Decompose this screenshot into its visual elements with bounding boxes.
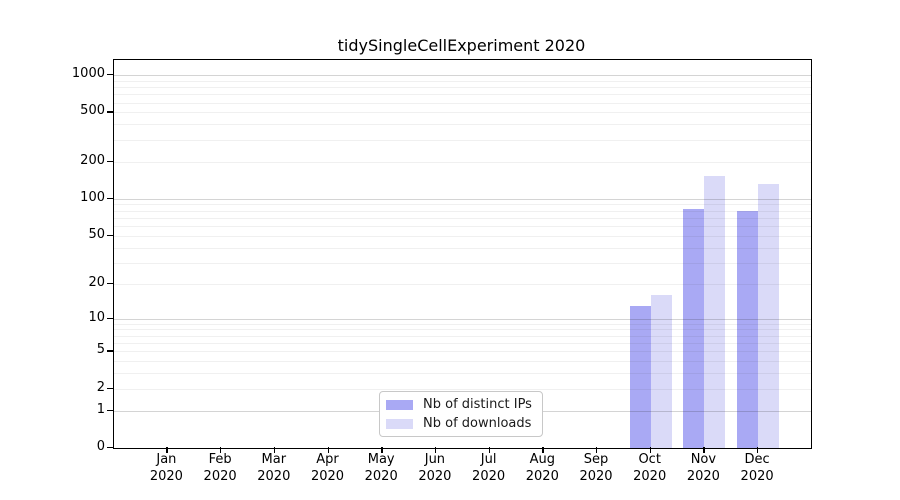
gridline-minor-70 [114, 217, 811, 219]
x-tick-mark-jan [166, 447, 168, 453]
gridline-minor-8 [114, 329, 811, 331]
legend-label-distinct-ips: Nb of distinct IPs [423, 397, 532, 412]
y-tick-mark-100 [107, 197, 113, 200]
gridline-minor-700 [114, 94, 811, 96]
x-tick-label-jul: Jul 2020 [472, 452, 506, 484]
plot-area [113, 59, 812, 449]
y-tick-label-2: 2 [96, 379, 105, 395]
gridline-minor-50 [114, 235, 811, 237]
x-tick-label-aug: Aug 2020 [525, 452, 559, 484]
gridline-minor-300 [114, 139, 811, 141]
bar-downloads-nov [704, 175, 726, 448]
x-tick-label-jun: Jun 2020 [418, 452, 452, 484]
x-tick-label-dec: Dec 2020 [740, 452, 774, 484]
bar-ips-oct [629, 305, 651, 448]
gridline-minor-5 [114, 351, 811, 353]
x-tick-mark-nov [703, 447, 705, 453]
legend-label-downloads: Nb of downloads [423, 416, 532, 431]
gridline-minor-6 [114, 342, 811, 344]
y-tick-mark-5 [107, 350, 113, 352]
gridline-minor-9 [114, 323, 811, 325]
y-tick-mark-0 [107, 447, 113, 449]
y-tick-label-50: 50 [88, 226, 105, 242]
y-tick-label-0: 0 [96, 439, 105, 454]
x-tick-mark-may [381, 447, 383, 453]
gridline-minor-200 [114, 161, 811, 163]
gridline-minor-30 [114, 262, 811, 264]
gridline-minor-3 [114, 373, 811, 375]
bar-ips-dec [737, 210, 759, 448]
gridline-minor-90 [114, 204, 811, 206]
x-tick-mark-oct [649, 447, 652, 453]
chart-title: tidySingleCellExperiment 2020 [337, 36, 586, 55]
bar-ips-nov [683, 209, 705, 448]
y-tick-mark-200 [107, 160, 113, 163]
y-tick-label-200: 200 [80, 152, 105, 168]
x-tick-mark-sep [596, 447, 598, 453]
y-tick-label-500: 500 [80, 103, 105, 119]
x-tick-label-oct: Oct 2020 [633, 452, 667, 484]
y-tick-label-1000: 1000 [71, 66, 105, 82]
legend-swatch-distinct-ips [386, 399, 413, 410]
x-tick-mark-jun [434, 447, 437, 453]
y-tick-label-1: 1 [96, 401, 105, 417]
x-tick-label-feb: Feb 2020 [203, 452, 237, 484]
y-tick-label-100: 100 [80, 189, 105, 205]
y-tick-mark-50 [107, 234, 113, 237]
bar-downloads-dec [758, 184, 780, 448]
y-tick-mark-500 [107, 111, 113, 113]
x-tick-mark-feb [220, 447, 222, 453]
x-tick-mark-dec [757, 447, 759, 453]
gridline-minor-4 [114, 361, 811, 363]
x-tick-mark-jul [488, 447, 490, 453]
gridline-minor-500 [114, 112, 811, 114]
y-tick-label-20: 20 [88, 274, 105, 290]
gridline-minor-40 [114, 247, 811, 249]
gridline-major-1000 [114, 75, 811, 77]
y-tick-mark-1 [107, 409, 113, 411]
y-tick-label-10: 10 [88, 309, 105, 325]
y-tick-mark-2 [107, 387, 113, 390]
legend-item-distinct-ips: Nb of distinct IPs [386, 395, 542, 414]
x-tick-label-mar: Mar 2020 [257, 452, 291, 484]
x-tick-label-apr: Apr 2020 [310, 452, 345, 484]
x-tick-mark-apr [327, 447, 329, 453]
legend: Nb of distinct IPs Nb of downloads [379, 391, 543, 437]
gridline-major-10 [114, 318, 811, 320]
gridline-minor-7 [114, 335, 811, 337]
gridline-minor-60 [114, 226, 811, 228]
gridline-minor-2 [114, 388, 811, 390]
legend-swatch-downloads [386, 418, 413, 429]
x-tick-label-jan: Jan 2020 [149, 452, 183, 484]
y-tick-label-5: 5 [96, 342, 105, 358]
gridline-major-100 [114, 198, 811, 200]
x-tick-label-nov: Nov 2020 [686, 452, 720, 484]
y-tick-mark-1000 [107, 74, 113, 76]
gridline-minor-400 [114, 124, 811, 126]
gridline-minor-900 [114, 80, 811, 82]
legend-item-downloads: Nb of downloads [386, 414, 542, 433]
x-tick-mark-mar [273, 447, 276, 453]
bar-downloads-oct [650, 295, 672, 448]
x-tick-label-may: May 2020 [364, 452, 398, 484]
gridline-minor-600 [114, 102, 811, 104]
x-tick-mark-aug [542, 447, 544, 453]
y-tick-mark-20 [107, 282, 113, 285]
x-tick-label-sep: Sep 2020 [579, 452, 613, 484]
gridline-minor-20 [114, 283, 811, 285]
gridline-minor-800 [114, 87, 811, 89]
gridline-minor-80 [114, 210, 811, 212]
y-tick-mark-10 [107, 317, 113, 319]
